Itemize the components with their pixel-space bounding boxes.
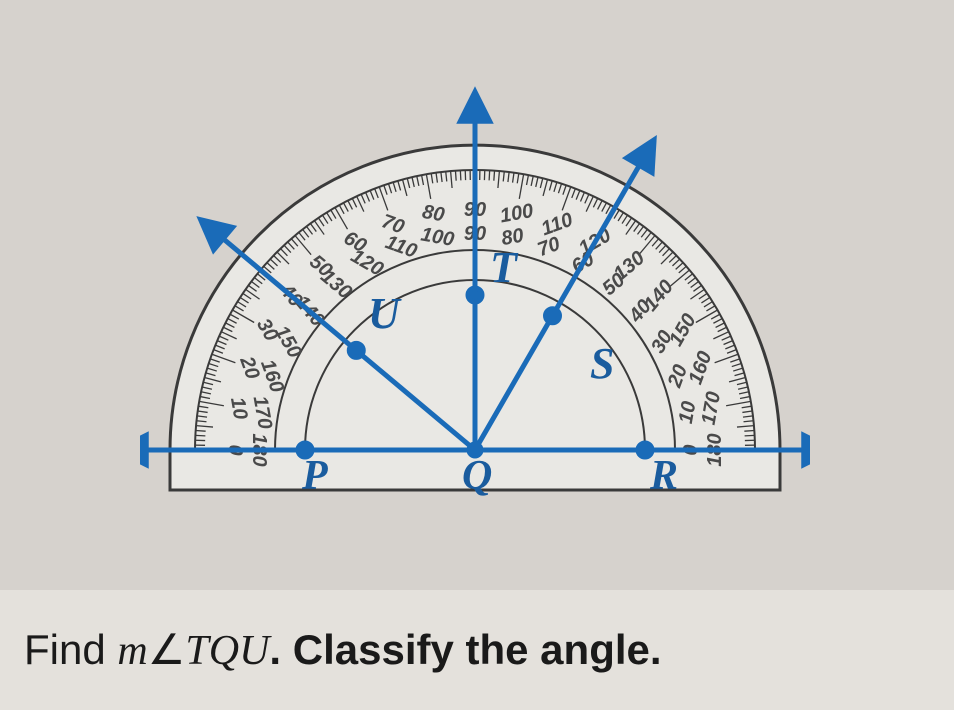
question-instruction: Classify the angle. xyxy=(293,626,662,673)
question-m: m xyxy=(117,628,147,674)
ray-dot-S xyxy=(349,343,363,357)
label-T: T xyxy=(490,242,517,293)
svg-text:10: 10 xyxy=(226,395,252,421)
ray-dot-U xyxy=(546,309,560,323)
question-period: . xyxy=(269,626,292,673)
label-U: U xyxy=(368,288,400,339)
protractor: 0102030405060708090100110120130140150160… xyxy=(140,60,810,540)
svg-text:10: 10 xyxy=(675,400,701,426)
svg-text:80: 80 xyxy=(420,201,446,227)
question-letters: TQU xyxy=(185,628,269,674)
figure-area: 0102030405060708090100110120130140150160… xyxy=(0,0,954,590)
question-text: Find m∠TQU. Classify the angle. xyxy=(24,625,662,675)
question-area: Find m∠TQU. Classify the angle. xyxy=(0,590,954,710)
question-prefix: Find xyxy=(24,626,117,673)
label-S: S xyxy=(590,338,614,389)
label-R: R xyxy=(650,452,678,500)
ray-dot-T xyxy=(468,288,482,302)
label-Q: Q xyxy=(462,452,492,500)
label-P: P xyxy=(302,452,328,500)
angle-symbol: ∠ xyxy=(148,628,186,674)
